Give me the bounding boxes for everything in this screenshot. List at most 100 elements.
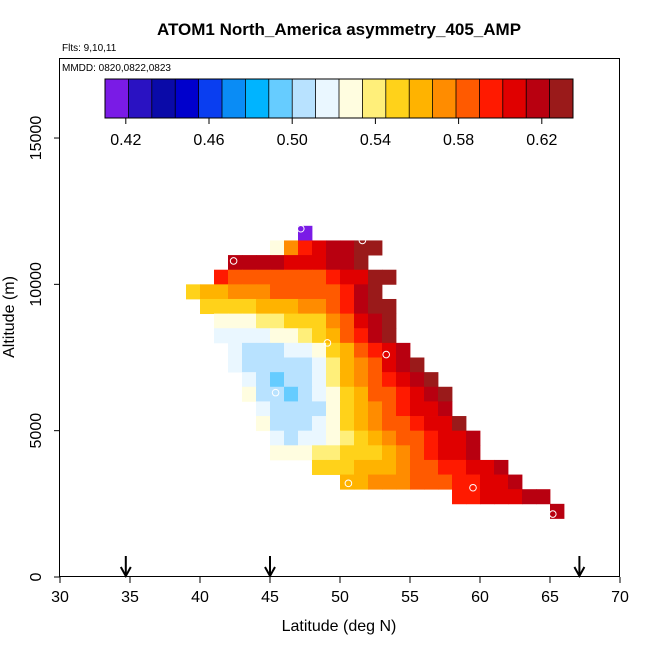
heatmap-cell (270, 298, 285, 315)
heatmap-cell (368, 313, 383, 329)
heatmap-cell (312, 342, 327, 358)
latitude-arrows (119, 556, 586, 579)
colorbar-swatch (502, 79, 527, 118)
heatmap-cell (298, 328, 313, 344)
sample-points (229, 224, 557, 518)
heatmap-cell (312, 459, 327, 475)
heatmap-cell (410, 416, 425, 432)
colorbar-swatch (198, 79, 223, 118)
heatmap-cell (340, 372, 355, 388)
heatmap-cell (312, 416, 327, 432)
sample-point (469, 483, 477, 492)
heatmap-cell (382, 474, 397, 490)
colorbar-swatch (105, 79, 129, 118)
heatmap-cell (438, 459, 453, 475)
heatmap-cell (270, 313, 285, 329)
heatmap-cell (312, 401, 327, 417)
x-axis-label: Latitude (deg N) (282, 618, 397, 635)
heatmap-cell (480, 474, 495, 490)
heatmap-cell (340, 269, 355, 285)
heatmap-cell (312, 313, 327, 329)
heatmap-cell (368, 284, 383, 300)
heatmap-cell (354, 401, 369, 417)
heatmap-cell (354, 313, 369, 329)
colorbar-swatch (315, 79, 340, 118)
heatmap-cell (312, 372, 327, 388)
heatmap-cell (298, 284, 313, 300)
heatmap-cell (368, 416, 383, 432)
heatmap-cell (242, 298, 257, 315)
heatmap-cell (452, 445, 467, 461)
heatmap-cell (270, 240, 285, 256)
heatmap-cell (340, 430, 355, 446)
heatmap-cell (438, 401, 453, 417)
heatmap-cell (340, 328, 355, 344)
heatmap-cell (326, 372, 341, 388)
heatmap-cell (382, 298, 397, 315)
heatmap-cell (368, 459, 383, 475)
heatmap-cell (368, 298, 383, 315)
heatmap-cell (368, 357, 383, 373)
heatmap-cell (242, 372, 257, 388)
heatmap-cell (298, 386, 313, 402)
heatmap-cell (368, 328, 383, 344)
heatmap-cell (284, 416, 299, 432)
heatmap-cell (382, 342, 397, 358)
heatmap-cell (326, 328, 341, 344)
heatmap-cell (256, 313, 271, 329)
heatmap-cell (354, 298, 369, 315)
heatmap-cell (326, 416, 341, 432)
heatmap-cell (284, 269, 299, 285)
heatmap-cell (270, 372, 285, 388)
heatmap-cell (396, 445, 411, 461)
heatmap-cell (284, 328, 299, 344)
heatmap-cell (256, 372, 271, 388)
colorbar-swatch (292, 79, 316, 118)
colorbar-swatch (456, 79, 480, 118)
y-axis: 0 5000 10000 15000 (28, 116, 60, 581)
heatmap-cell (270, 342, 285, 358)
heatmap-cell (396, 430, 411, 446)
heatmap-cell (326, 459, 341, 475)
heatmap-cell (424, 459, 439, 475)
heatmap-cell (284, 240, 299, 256)
heatmap-cell (410, 357, 425, 373)
heatmap-cell (312, 386, 327, 402)
heatmap-cell (480, 459, 495, 475)
colorbar-swatch (479, 79, 504, 118)
heatmap-cell (452, 489, 467, 505)
sample-point (358, 236, 367, 245)
heatmap-cell (410, 386, 425, 402)
heatmap-cell (368, 474, 383, 490)
heatmap-cell (368, 240, 383, 256)
colorbar-swatch (151, 79, 176, 118)
heatmap-cell (438, 416, 453, 432)
heatmap-cell (270, 255, 285, 271)
heatmap-cells (186, 225, 565, 519)
sample-point (229, 257, 238, 265)
heatmap-cell (326, 255, 341, 271)
heatmap-cell (214, 269, 229, 285)
heatmap-cell (382, 386, 397, 402)
x-tick-label: 55 (401, 589, 419, 606)
colorbar-swatch (362, 79, 387, 118)
heatmap-cell (382, 372, 397, 388)
heatmap-cell (368, 372, 383, 388)
heatmap-cell (298, 255, 313, 271)
heatmap-cell (242, 269, 257, 285)
heatmap-cell (284, 255, 299, 271)
heatmap-cell (228, 357, 243, 373)
heatmap-cell (396, 342, 411, 358)
heatmap-cell (452, 416, 467, 432)
heatmap-cell (550, 503, 565, 519)
sample-point (297, 224, 305, 233)
heatmap-cell (298, 430, 313, 446)
heatmap-cell (340, 445, 355, 461)
heatmap-cell (228, 269, 243, 285)
heatmap-cell (242, 357, 257, 373)
heatmap-cell (410, 372, 425, 388)
heatmap-cell (228, 342, 243, 358)
heatmap-cell (256, 269, 271, 285)
heatmap-cell (396, 416, 411, 432)
heatmap-cell (382, 459, 397, 475)
